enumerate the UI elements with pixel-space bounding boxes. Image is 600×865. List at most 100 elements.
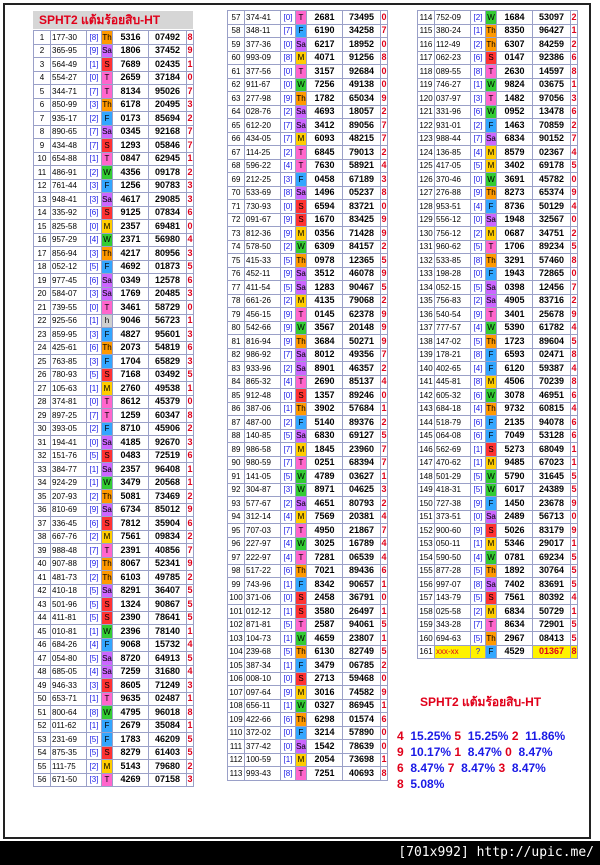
digits-b: 26497 xyxy=(343,605,381,619)
table-row: 145 064-08 [6] F 7049 53128 6 xyxy=(418,429,578,443)
draw-number: 656-11 xyxy=(245,699,281,713)
digit-code: [2] xyxy=(281,497,296,511)
day-badge: M xyxy=(296,132,307,146)
row-index: 71 xyxy=(228,200,245,214)
stats-row: 6 8.47% 7 8.47% 3 8.47% xyxy=(397,760,569,776)
digit-code: [3] xyxy=(87,355,102,369)
row-index: 147 xyxy=(418,456,435,470)
draw-number: 577-67 xyxy=(245,497,281,511)
row-index: 103 xyxy=(228,632,245,646)
day-badge: Sa xyxy=(296,362,307,376)
stat-digit: 6 xyxy=(397,761,404,775)
digits-a: 2713 xyxy=(307,672,343,686)
draw-number: 871-81 xyxy=(245,618,281,632)
digit-tail: 0 xyxy=(187,220,194,234)
table-row: 61 377-56 [0] T 3157 92684 0 xyxy=(228,65,388,79)
digits-b: 58921 xyxy=(343,159,381,173)
digits-a: 4269 xyxy=(113,773,149,787)
digits-b: 02471 xyxy=(533,348,571,362)
digits-b: 72865 xyxy=(533,267,571,281)
digits-a: 1704 xyxy=(113,355,149,369)
digit-tail: 3 xyxy=(381,173,388,187)
draw-number: 924-29 xyxy=(51,476,87,490)
digit-code: [3] xyxy=(87,773,102,787)
digit-tail: 6 xyxy=(187,517,194,531)
table-row: 44 411-81 [5] S 2390 78641 5 xyxy=(34,611,194,625)
day-badge: T xyxy=(296,308,307,322)
digit-tail: 6 xyxy=(187,206,194,220)
digits-a: 6298 xyxy=(307,713,343,727)
day-badge: F xyxy=(102,112,113,126)
stats-row: 8 5.08% xyxy=(397,776,569,792)
digit-code: [9] xyxy=(471,524,486,538)
digits-b: 89234 xyxy=(533,240,571,254)
footer-text: [701x992] http://upic.me/ xyxy=(398,845,594,860)
table-row: 146 562-69 [1] S 5273 68049 1 xyxy=(418,443,578,457)
day-badge: Th xyxy=(486,254,497,268)
row-index: 143 xyxy=(418,402,435,416)
draw-number: 064-08 xyxy=(435,429,471,443)
digits-a: 1496 xyxy=(307,186,343,200)
day-badge: Th xyxy=(486,564,497,578)
digits-a: 5390 xyxy=(497,321,533,335)
row-index: 96 xyxy=(228,537,245,551)
draw-number: 911-67 xyxy=(245,78,281,92)
draw-number: 856-94 xyxy=(51,247,87,261)
table-row: 139 178-21 [8] F 6593 02471 8 xyxy=(418,348,578,362)
digit-tail: 9 xyxy=(571,524,578,538)
digit-tail: 9 xyxy=(381,92,388,106)
digit-tail: 2 xyxy=(381,416,388,430)
digit-tail: 7 xyxy=(187,85,194,99)
day-badge: F xyxy=(486,348,497,362)
draw-number: 518-79 xyxy=(435,416,471,430)
digits-a: 4692 xyxy=(113,260,149,274)
digit-code: [0] xyxy=(281,65,296,79)
digit-code: [1] xyxy=(281,605,296,619)
digits-b: 49356 xyxy=(343,348,381,362)
row-index: 68 xyxy=(228,159,245,173)
draw-number: 800-64 xyxy=(51,706,87,720)
row-index: 78 xyxy=(228,294,245,308)
digits-b: 53128 xyxy=(533,429,571,443)
digits-a: 9635 xyxy=(113,692,149,706)
row-index: 92 xyxy=(228,483,245,497)
day-badge: Sa xyxy=(102,274,113,288)
digits-a: 3479 xyxy=(307,659,343,673)
digit-tail: 2 xyxy=(187,530,194,544)
table-row: 37 336-45 [6] S 7812 35904 6 xyxy=(34,517,194,531)
digits-a: 6309 xyxy=(307,240,343,254)
results-table-2: 57 374-41 [0] T 2681 73495 0 58 348-11 [7] F 6190 34… xyxy=(227,10,388,781)
digits-a: 9068 xyxy=(113,638,149,652)
row-index: 19 xyxy=(34,274,51,288)
row-index: 98 xyxy=(228,564,245,578)
digit-code: [0] xyxy=(281,389,296,403)
digits-a: 7812 xyxy=(113,517,149,531)
digits-a: 3567 xyxy=(307,321,343,335)
digit-code: [9] xyxy=(281,335,296,349)
table-row: 55 111-75 [2] M 5143 79680 2 xyxy=(34,760,194,774)
row-index: 131 xyxy=(418,240,435,254)
day-badge: S xyxy=(486,443,497,457)
row-index: 140 xyxy=(418,362,435,376)
row-index: 4 xyxy=(34,71,51,85)
digit-tail: 8 xyxy=(187,409,194,423)
digit-tail: 2 xyxy=(571,38,578,52)
row-index: 116 xyxy=(418,38,435,52)
digit-code: [5] xyxy=(281,429,296,443)
digit-code: [2] xyxy=(281,146,296,160)
digit-tail: 1 xyxy=(187,625,194,639)
day-badge: Sa xyxy=(102,463,113,477)
digit-tail: 9 xyxy=(381,213,388,227)
table-row: 159 343-28 [7] T 8634 72901 5 xyxy=(418,618,578,632)
table-row: 156 997-07 [8] Sa 7402 83691 5 xyxy=(418,578,578,592)
digit-tail: 5 xyxy=(571,335,578,349)
draw-number: 925-56 xyxy=(51,314,87,328)
digit-code: [7] xyxy=(87,125,102,139)
digits-b: 15732 xyxy=(149,638,187,652)
digit-tail: 5 xyxy=(187,584,194,598)
digit-tail: 5 xyxy=(187,652,194,666)
digits-a: 2054 xyxy=(307,753,343,767)
row-index: 153 xyxy=(418,537,435,551)
day-badge: W xyxy=(296,321,307,335)
table-row: 35 207-93 [2] Th 5081 73469 2 xyxy=(34,490,194,504)
